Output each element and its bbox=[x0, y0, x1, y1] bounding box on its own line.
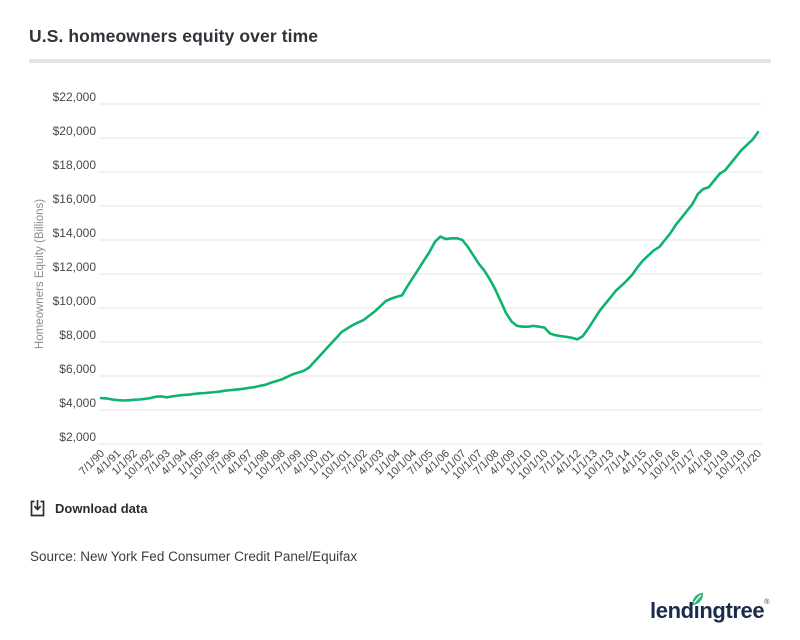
source-attribution: Source: New York Fed Consumer Credit Pan… bbox=[30, 549, 358, 564]
lendingtree-logo: lend ıngtree® bbox=[650, 592, 769, 624]
y-axis-tick-label: $12,000 bbox=[53, 260, 97, 274]
logo-letter-i: ı bbox=[693, 598, 700, 623]
y-axis-tick-label: $18,000 bbox=[53, 158, 97, 172]
y-axis-tick-label: $8,000 bbox=[59, 328, 96, 342]
download-button-label: Download data bbox=[55, 501, 148, 516]
y-axis-tick-label: $10,000 bbox=[53, 294, 97, 308]
download-icon bbox=[30, 500, 45, 517]
y-axis-title: Homeowners Equity (Billions) bbox=[34, 199, 46, 349]
page-title: U.S. homeowners equity over time bbox=[29, 26, 319, 46]
logo-text-post: ngtree bbox=[699, 598, 765, 623]
logo-text-pre: lend bbox=[650, 598, 694, 623]
y-axis-tick-label: $6,000 bbox=[59, 362, 96, 376]
leaf-icon bbox=[688, 585, 706, 612]
y-axis-tick-label: $2,000 bbox=[59, 430, 96, 444]
download-data-button[interactable]: Download data bbox=[30, 500, 147, 517]
y-axis-tick-label: $16,000 bbox=[53, 192, 97, 206]
registered-trademark: ® bbox=[764, 599, 769, 606]
equity-line-series bbox=[99, 130, 760, 402]
y-axis-tick-label: $4,000 bbox=[59, 396, 96, 410]
y-axis-tick-label: $20,000 bbox=[53, 124, 97, 138]
y-axis-tick-label: $14,000 bbox=[53, 226, 97, 240]
title-divider bbox=[29, 59, 771, 63]
y-axis-tick-label: $22,000 bbox=[53, 90, 97, 104]
